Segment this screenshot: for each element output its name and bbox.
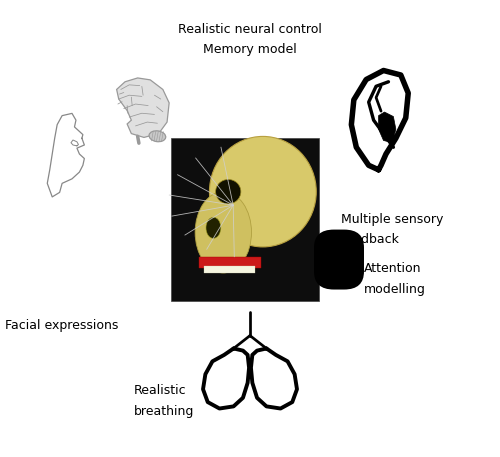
Text: modelling: modelling — [364, 283, 426, 296]
Circle shape — [334, 271, 344, 280]
FancyBboxPatch shape — [314, 229, 364, 290]
FancyBboxPatch shape — [171, 138, 319, 301]
Text: breathing: breathing — [134, 404, 194, 418]
Ellipse shape — [149, 131, 166, 142]
Ellipse shape — [216, 180, 241, 204]
Polygon shape — [378, 112, 396, 143]
FancyBboxPatch shape — [204, 266, 256, 273]
Text: Multiple sensory: Multiple sensory — [342, 213, 444, 226]
Text: Attention: Attention — [364, 262, 421, 276]
Text: Realistic: Realistic — [134, 384, 186, 397]
Text: Facial expressions: Facial expressions — [5, 319, 118, 332]
Ellipse shape — [195, 191, 252, 273]
Ellipse shape — [206, 217, 221, 239]
FancyBboxPatch shape — [198, 257, 261, 268]
Polygon shape — [116, 78, 169, 138]
Text: Realistic neural control: Realistic neural control — [178, 23, 322, 36]
Text: Memory model: Memory model — [203, 43, 297, 56]
Text: feedback: feedback — [342, 233, 400, 246]
Ellipse shape — [210, 136, 316, 247]
